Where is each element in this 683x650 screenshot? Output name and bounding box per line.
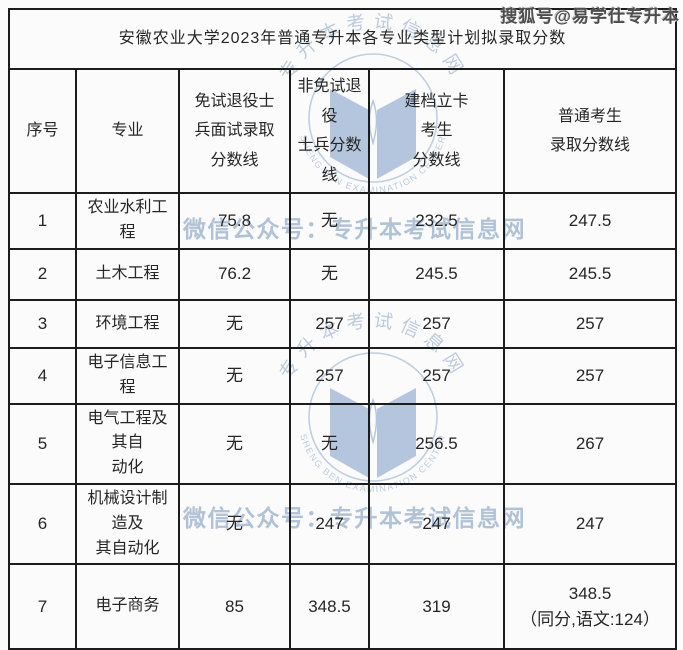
cell-index: 2 bbox=[8, 247, 77, 301]
cell-score: 257 bbox=[502, 298, 678, 349]
table-row: 5 电气工程及其自 动化 无 无 256.5 267 bbox=[8, 402, 678, 485]
cell-major: 机械设计制造及 其自动化 bbox=[75, 482, 180, 566]
cell-score: 319 bbox=[368, 563, 505, 650]
table-row: 3 环境工程 无 257 257 257 bbox=[8, 298, 678, 349]
page-title: 安徽农业大学2023年普通专升本各专业类型计划拟录取分数 bbox=[7, 8, 678, 70]
cell-score: 无 bbox=[289, 402, 370, 485]
cell-score: 无 bbox=[178, 298, 291, 349]
cell-score: 247 bbox=[502, 482, 678, 566]
table-row: 4 电子信息工程 无 257 257 257 bbox=[8, 346, 678, 405]
header-cell-exempt-veteran: 免试退役士 兵面试录取 分数线 bbox=[178, 67, 291, 195]
cell-major: 土木工程 bbox=[75, 247, 180, 301]
cell-score: 245.5 bbox=[502, 247, 678, 301]
cell-major: 电气工程及其自 动化 bbox=[75, 402, 180, 485]
cell-score: 247.5 bbox=[502, 192, 678, 250]
table-row: 2 土木工程 76.2 无 245.5 245.5 bbox=[8, 247, 678, 301]
sohu-account-watermark: 搜狐号@易学仕专升本 bbox=[500, 7, 680, 26]
header-cell-nonexempt-veteran: 非免试退役 士兵分数线 bbox=[289, 67, 370, 195]
cell-score: 无 bbox=[178, 402, 291, 485]
cell-index: 4 bbox=[8, 346, 77, 405]
table-row: 6 机械设计制造及 其自动化 无 247 247 247 bbox=[8, 482, 678, 566]
cell-score: 无 bbox=[289, 192, 370, 250]
cell-score: 232.5 bbox=[368, 192, 505, 250]
cell-score: 85 bbox=[178, 563, 291, 650]
cell-score: 348.5 bbox=[289, 563, 370, 650]
cell-major: 农业水利工程 bbox=[75, 192, 180, 250]
cell-score: 257 bbox=[289, 298, 370, 349]
cell-score: 257 bbox=[502, 346, 678, 405]
admission-scores-table: 安徽农业大学2023年普通专升本各专业类型计划拟录取分数 序号 专业 免试退役士… bbox=[7, 8, 678, 650]
cell-score: 256.5 bbox=[368, 402, 505, 485]
cell-score: 75.8 bbox=[178, 192, 291, 250]
cell-score: 348.5 （同分,语文:124） bbox=[502, 563, 678, 650]
page: 专升本考试信息网 SHENG BEN EXAMINATION CENTER 专升… bbox=[7, 7, 680, 650]
header-cell-index: 序号 bbox=[8, 67, 77, 195]
cell-index: 3 bbox=[8, 298, 77, 349]
header-row: 序号 专业 免试退役士 兵面试录取 分数线 非免试退役 士兵分数线 建档立卡 考… bbox=[8, 67, 678, 195]
cell-major: 电子商务 bbox=[75, 563, 180, 650]
cell-score: 无 bbox=[178, 482, 291, 566]
cell-index: 5 bbox=[8, 402, 77, 485]
cell-score: 247 bbox=[368, 482, 505, 566]
table-row: 7 电子商务 85 348.5 319 348.5 （同分,语文:124） bbox=[8, 563, 678, 650]
cell-score: 257 bbox=[368, 346, 505, 405]
title-row: 安徽农业大学2023年普通专升本各专业类型计划拟录取分数 bbox=[7, 8, 678, 70]
cell-index: 6 bbox=[8, 482, 77, 566]
cell-score: 76.2 bbox=[178, 247, 291, 301]
header-cell-regular: 普通考生 录取分数线 bbox=[502, 67, 678, 195]
cell-index: 7 bbox=[8, 563, 77, 650]
cell-score: 245.5 bbox=[368, 247, 505, 301]
cell-score: 257 bbox=[368, 298, 505, 349]
cell-score: 247 bbox=[289, 482, 370, 566]
cell-score: 267 bbox=[502, 402, 678, 485]
cell-score: 无 bbox=[178, 346, 291, 405]
cell-index: 1 bbox=[8, 192, 77, 250]
table-row: 1 农业水利工程 75.8 无 232.5 247.5 bbox=[8, 192, 678, 250]
header-cell-registered-poor: 建档立卡 考生 分数线 bbox=[368, 67, 505, 195]
cell-score: 无 bbox=[289, 247, 370, 301]
cell-major: 电子信息工程 bbox=[75, 346, 180, 405]
cell-score: 257 bbox=[289, 346, 370, 405]
header-cell-major: 专业 bbox=[75, 67, 180, 195]
cell-major: 环境工程 bbox=[75, 298, 180, 349]
